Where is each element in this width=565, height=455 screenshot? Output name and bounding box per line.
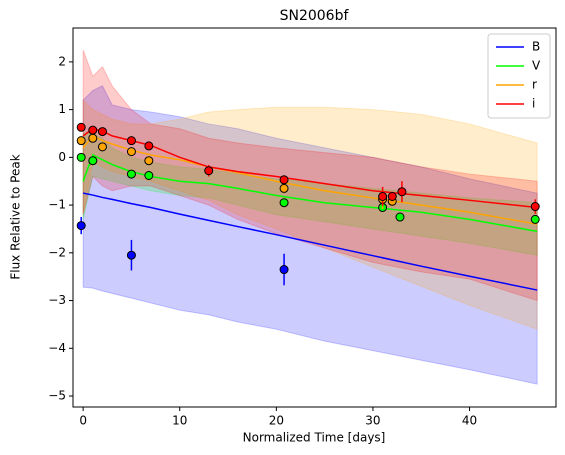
data-point xyxy=(279,265,289,275)
x-tick-label: 0 xyxy=(79,414,87,428)
x-tick-label: 10 xyxy=(172,414,187,428)
data-point xyxy=(204,166,214,176)
y-tick-label: −5 xyxy=(48,389,66,403)
model-line xyxy=(82,192,538,291)
data-point xyxy=(76,136,86,146)
data-point xyxy=(97,127,107,137)
data-point xyxy=(144,170,154,180)
y-tick-label: −3 xyxy=(48,293,66,307)
y-tick-label: −1 xyxy=(48,198,66,212)
y-tick-label: −4 xyxy=(48,341,66,355)
data-point xyxy=(530,214,540,224)
x-tick-label: 30 xyxy=(365,414,380,428)
legend-label: V xyxy=(532,59,541,73)
data-point xyxy=(76,152,86,162)
data-point xyxy=(397,187,407,197)
data-point xyxy=(395,212,405,222)
data-point xyxy=(144,156,154,166)
data-point xyxy=(530,202,540,212)
legend-box xyxy=(487,33,551,119)
data-point xyxy=(88,156,98,166)
data-point xyxy=(76,122,86,132)
x-tick-label: 40 xyxy=(462,414,477,428)
data-point xyxy=(378,191,388,201)
y-tick-label: 2 xyxy=(58,54,66,68)
data-point xyxy=(126,147,136,157)
x-axis-label: Normalized Time [days] xyxy=(243,431,386,445)
legend-label: B xyxy=(532,40,540,54)
data-point xyxy=(144,141,154,151)
y-axis-label: Flux Relative to Peak xyxy=(9,154,23,279)
data-point xyxy=(279,198,289,208)
data-point xyxy=(88,125,98,135)
model-line xyxy=(82,153,538,233)
data-point xyxy=(279,183,289,193)
data-point xyxy=(126,250,136,260)
axes-frame xyxy=(72,27,557,408)
y-tick-label: 0 xyxy=(58,150,66,164)
legend-label: r xyxy=(532,78,537,92)
data-point xyxy=(88,133,98,143)
data-point xyxy=(126,136,136,146)
x-tick-label: 20 xyxy=(269,414,284,428)
data-point xyxy=(279,175,289,185)
data-point xyxy=(126,169,136,179)
confidence-band xyxy=(82,85,538,385)
chart-title: SN2006bf xyxy=(280,8,350,24)
y-tick-label: 1 xyxy=(58,102,66,116)
legend-label: i xyxy=(532,97,535,111)
data-point xyxy=(97,142,107,152)
data-point xyxy=(76,221,86,231)
confidence-band xyxy=(82,49,538,302)
data-point xyxy=(387,191,397,201)
y-tick-label: −2 xyxy=(48,245,66,259)
